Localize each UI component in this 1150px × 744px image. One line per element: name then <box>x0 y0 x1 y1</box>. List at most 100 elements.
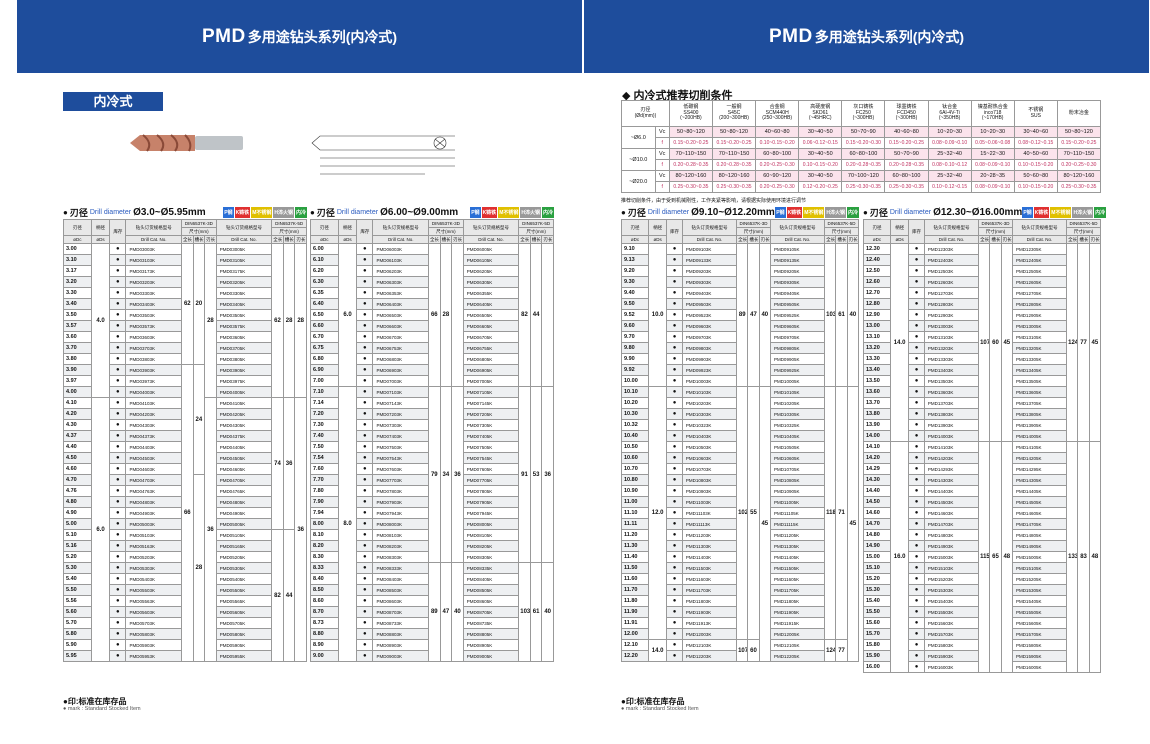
order-code-5d[interactable]: PMD07205K <box>462 408 520 420</box>
order-code-5d[interactable]: PMD03005K <box>215 243 273 255</box>
order-code-5d[interactable]: PMD15505K <box>1011 606 1068 618</box>
order-code-3d[interactable]: PMD12803K <box>923 298 980 310</box>
order-code-5d[interactable]: PMD04205K <box>215 408 273 420</box>
order-code-5d[interactable]: PMD12005K <box>769 628 826 640</box>
order-code-3d[interactable]: PMD09503K <box>681 298 738 310</box>
order-code-5d[interactable]: PMD13005K <box>1011 320 1068 332</box>
order-code-5d[interactable]: PMD11305K <box>769 540 826 552</box>
order-code-5d[interactable]: PMD08005K <box>462 518 520 530</box>
order-code-3d[interactable]: PMD05003K <box>125 518 182 530</box>
order-code-5d[interactable]: PMD03175K <box>215 265 273 277</box>
order-code-5d[interactable]: PMD04305K <box>215 419 273 431</box>
order-code-5d[interactable]: PMD07605K <box>462 463 520 475</box>
order-code-5d[interactable]: PMD11915K <box>769 617 826 629</box>
order-code-3d[interactable]: PMD15503K <box>923 606 980 618</box>
order-code-5d[interactable]: PMD10905K <box>769 485 826 497</box>
order-code-5d[interactable]: PMD14405K <box>1011 485 1068 497</box>
order-code-5d[interactable]: PMD05905K <box>215 639 273 651</box>
order-code-3d[interactable]: PMD03503K <box>125 309 182 321</box>
order-code-5d[interactable]: PMD10305K <box>769 408 826 420</box>
order-code-5d[interactable]: PMD03975K <box>215 375 273 387</box>
order-code-5d[interactable]: PMD11805K <box>769 595 826 607</box>
order-code-5d[interactable]: PMD08105K <box>462 529 520 541</box>
order-code-5d[interactable]: PMD03105K <box>215 254 273 266</box>
order-code-3d[interactable]: PMD09703K <box>681 331 738 343</box>
order-code-5d[interactable]: PMD12905K <box>1011 309 1068 321</box>
order-code-5d[interactable]: PMD09605K <box>769 320 826 332</box>
order-code-5d[interactable]: PMD06605K <box>462 320 520 332</box>
order-code-3d[interactable]: PMD09803K <box>681 342 738 354</box>
order-code-5d[interactable]: PMD08805K <box>462 628 520 640</box>
order-code-5d[interactable]: PMD10505K <box>769 441 826 453</box>
order-code-3d[interactable]: PMD16003K <box>923 661 980 673</box>
order-code-5d[interactable]: PMD10105K <box>769 386 826 398</box>
order-code-3d[interactable]: PMD06803K <box>372 353 429 365</box>
order-code-5d[interactable]: PMD12205K <box>769 650 826 662</box>
order-code-5d[interactable]: PMD14605K <box>1011 507 1068 519</box>
order-code-5d[interactable]: PMD04105K <box>215 397 273 409</box>
order-code-3d[interactable]: PMD05563K <box>125 595 182 607</box>
order-code-5d[interactable]: PMD11105K <box>769 507 826 519</box>
order-code-3d[interactable]: PMD08103K <box>372 529 429 541</box>
order-code-5d[interactable]: PMD12805K <box>1011 298 1068 310</box>
order-code-5d[interactable]: PMD09525K <box>769 309 826 321</box>
order-code-3d[interactable]: PMD11003K <box>681 496 738 508</box>
order-code-5d[interactable]: PMD03505K <box>215 309 273 321</box>
order-code-5d[interactable]: PMD05565K <box>215 595 273 607</box>
order-code-3d[interactable]: PMD08203K <box>372 540 429 552</box>
order-code-5d[interactable]: PMD10805K <box>769 474 826 486</box>
order-code-5d[interactable]: PMD05105K <box>215 529 273 541</box>
order-code-3d[interactable]: PMD14703K <box>923 518 980 530</box>
order-code-3d[interactable]: PMD11803K <box>681 595 738 607</box>
order-code-3d[interactable]: PMD03573K <box>125 320 182 332</box>
order-code-3d[interactable]: PMD07143K <box>372 397 429 409</box>
order-code-3d[interactable]: PMD13303K <box>923 353 980 365</box>
order-code-3d[interactable]: PMD04603K <box>125 463 182 475</box>
order-code-3d[interactable]: PMD14503K <box>923 496 980 508</box>
order-code-3d[interactable]: PMD14293K <box>923 463 980 475</box>
order-code-5d[interactable]: PMD15905K <box>1011 650 1068 662</box>
order-code-3d[interactable]: PMD13803K <box>923 408 980 420</box>
order-code-3d[interactable]: PMD09203K <box>681 265 738 277</box>
order-code-3d[interactable]: PMD11903K <box>681 606 738 618</box>
order-code-3d[interactable]: PMD14603K <box>923 507 980 519</box>
order-code-3d[interactable]: PMD12703K <box>923 287 980 299</box>
order-code-3d[interactable]: PMD08803K <box>372 628 429 640</box>
order-code-3d[interactable]: PMD06303K <box>372 276 429 288</box>
order-code-3d[interactable]: PMD04763K <box>125 485 182 497</box>
order-code-5d[interactable]: PMD09305K <box>769 276 826 288</box>
order-code-3d[interactable]: PMD04103K <box>125 397 182 409</box>
order-code-5d[interactable]: PMD15305K <box>1011 584 1068 596</box>
order-code-5d[interactable]: PMD05305K <box>215 562 273 574</box>
order-code-3d[interactable]: PMD03603K <box>125 331 182 343</box>
order-code-3d[interactable]: PMD12303K <box>923 243 980 255</box>
order-code-5d[interactable]: PMD10705K <box>769 463 826 475</box>
order-code-5d[interactable]: PMD08505K <box>462 584 520 596</box>
order-code-3d[interactable]: PMD14103K <box>923 441 980 453</box>
order-code-3d[interactable]: PMD08733K <box>372 617 429 629</box>
order-code-3d[interactable]: PMD12103K <box>681 639 738 651</box>
order-code-5d[interactable]: PMD11705K <box>769 584 826 596</box>
order-code-5d[interactable]: PMD06405K <box>462 298 520 310</box>
order-code-3d[interactable]: PMD07503K <box>372 441 429 453</box>
order-code-3d[interactable]: PMD04373K <box>125 430 182 442</box>
order-code-3d[interactable]: PMD10803K <box>681 474 738 486</box>
order-code-3d[interactable]: PMD05103K <box>125 529 182 541</box>
order-code-5d[interactable]: PMD13405K <box>1011 364 1068 376</box>
order-code-5d[interactable]: PMD13205K <box>1011 342 1068 354</box>
order-code-5d[interactable]: PMD14205K <box>1011 452 1068 464</box>
order-code-3d[interactable]: PMD05403K <box>125 573 182 585</box>
order-code-5d[interactable]: PMD04805K <box>215 496 273 508</box>
order-code-3d[interactable]: PMD15903K <box>923 650 980 662</box>
order-code-3d[interactable]: PMD15403K <box>923 595 980 607</box>
order-code-5d[interactable]: PMD03205K <box>215 276 273 288</box>
order-code-3d[interactable]: PMD11203K <box>681 529 738 541</box>
order-code-5d[interactable]: PMD05705K <box>215 617 273 629</box>
order-code-3d[interactable]: PMD15703K <box>923 628 980 640</box>
order-code-5d[interactable]: PMD05405K <box>215 573 273 585</box>
order-code-3d[interactable]: PMD11103K <box>681 507 738 519</box>
order-code-3d[interactable]: PMD13903K <box>923 419 980 431</box>
order-code-5d[interactable]: PMD08335K <box>462 562 520 574</box>
order-code-3d[interactable]: PMD14303K <box>923 474 980 486</box>
order-code-5d[interactable]: PMD15605K <box>1011 617 1068 629</box>
